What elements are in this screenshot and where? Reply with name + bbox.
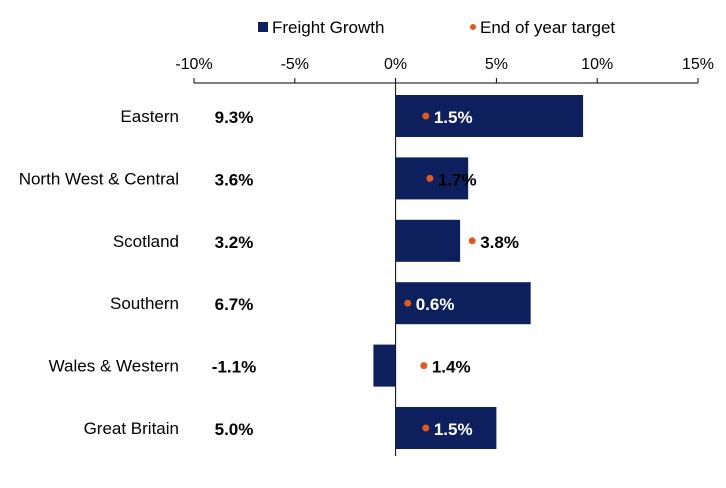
- growth-value-label: 3.2%: [215, 233, 254, 252]
- legend-freight-growth-swatch: [258, 22, 268, 32]
- target-value-label: 1.5%: [434, 420, 473, 439]
- freight-growth-bar: [395, 219, 461, 262]
- bars-group: [373, 95, 584, 449]
- target-value-label: 0.6%: [416, 295, 455, 314]
- x-tick-label: -10%: [175, 56, 212, 73]
- target-value-label: 1.5%: [434, 108, 473, 127]
- legend-freight-growth-label: Freight Growth: [272, 18, 384, 37]
- category-label: North West & Central: [19, 169, 179, 188]
- category-label: Southern: [110, 294, 179, 313]
- target-marker: [420, 362, 428, 370]
- category-label: Great Britain: [84, 419, 179, 438]
- category-label: Scotland: [113, 232, 179, 251]
- target-marker: [422, 112, 430, 120]
- target-marker: [426, 174, 434, 182]
- legend-target-marker: [470, 24, 476, 30]
- target-value-label: 3.8%: [480, 233, 519, 252]
- growth-value-label: 9.3%: [215, 108, 254, 127]
- target-value-label: 1.4%: [432, 358, 471, 377]
- freight-growth-bar: [373, 344, 396, 387]
- growth-value-label: 5.0%: [215, 420, 254, 439]
- legend: Freight Growth End of year target: [258, 18, 615, 37]
- x-tick-label: 0%: [384, 56, 407, 73]
- x-tick-label: 15%: [682, 56, 714, 73]
- x-tick-label: 5%: [485, 56, 508, 73]
- growth-value-label: 6.7%: [215, 295, 254, 314]
- target-marker: [422, 424, 430, 432]
- category-label: Eastern: [120, 107, 179, 126]
- growth-value-label: 3.6%: [215, 170, 254, 189]
- x-tick-label: 10%: [581, 56, 613, 73]
- x-tick-label: -5%: [281, 56, 309, 73]
- category-label: Wales & Western: [49, 357, 179, 376]
- target-marker: [468, 237, 476, 245]
- freight-growth-bar: [395, 407, 497, 449]
- x-axis: -10% -5% 0% 5% 10% 15%: [175, 56, 714, 456]
- target-marker: [404, 299, 412, 307]
- target-markers: 1.5% 1.7% 3.8% 0.6% 1.4% 1.5%: [404, 108, 519, 439]
- category-labels: Eastern North West & Central Scotland South…: [19, 107, 179, 438]
- target-value-label: 1.7%: [438, 170, 477, 189]
- growth-value-label: -1.1%: [212, 358, 256, 377]
- legend-target-label: End of year target: [480, 18, 615, 37]
- freight-growth-bar: [395, 282, 531, 325]
- growth-value-labels: 9.3% 3.6% 3.2% 6.7% -1.1% 5.0%: [212, 108, 256, 439]
